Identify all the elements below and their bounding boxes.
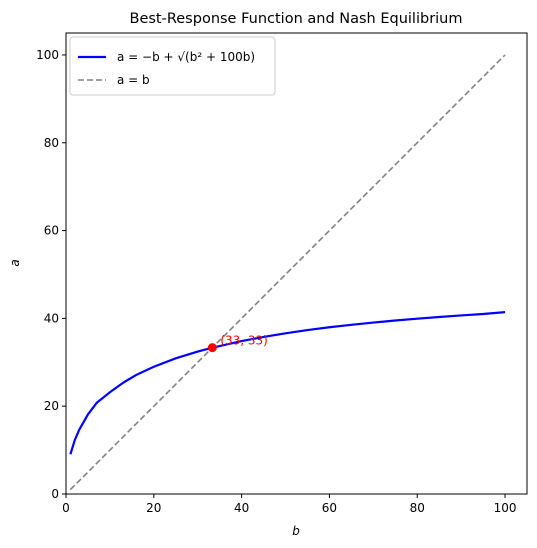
y-tick-label: 40 <box>44 311 59 325</box>
legend-label-diagonal: a = b <box>117 73 150 87</box>
y-axis-label: a <box>8 259 22 266</box>
ticks-layer: 0 20 40 60 80 100 0 20 40 60 80 100 <box>36 48 516 515</box>
x-tick-label: 60 <box>322 501 337 515</box>
x-tick-label: 100 <box>494 501 517 515</box>
equilibrium-label: (33, 33) <box>220 334 268 348</box>
series-line-best-response <box>69 311 506 455</box>
plot-frame <box>65 32 528 495</box>
legend-box <box>69 36 276 96</box>
chart-title: Best-Response Function and Nash Equilibr… <box>130 11 463 27</box>
y-tick-label: 20 <box>44 399 59 413</box>
x-tick-label: 40 <box>234 501 249 515</box>
x-tick-label: 20 <box>146 501 161 515</box>
x-axis-label: b <box>292 524 300 538</box>
equilibrium-point <box>207 343 217 353</box>
y-tick-label: 100 <box>36 48 59 62</box>
legend-label-best-response: a = −b + √(b² + 100b) <box>117 50 255 64</box>
y-tick-label: 60 <box>44 224 59 238</box>
points-layer: (33, 33) <box>207 334 268 353</box>
plot-area: (33, 33) 0 20 40 60 80 100 0 20 40 60 80 100 <box>36 32 528 515</box>
y-tick-label: 80 <box>44 136 59 150</box>
legend: a = −b + √(b² + 100b) a = b <box>69 36 276 96</box>
x-tick-label: 80 <box>410 501 425 515</box>
y-tick-label: 0 <box>51 487 59 501</box>
series-layer <box>69 54 506 491</box>
x-tick-label: 0 <box>62 501 70 515</box>
series-line-diagonal <box>69 54 506 491</box>
